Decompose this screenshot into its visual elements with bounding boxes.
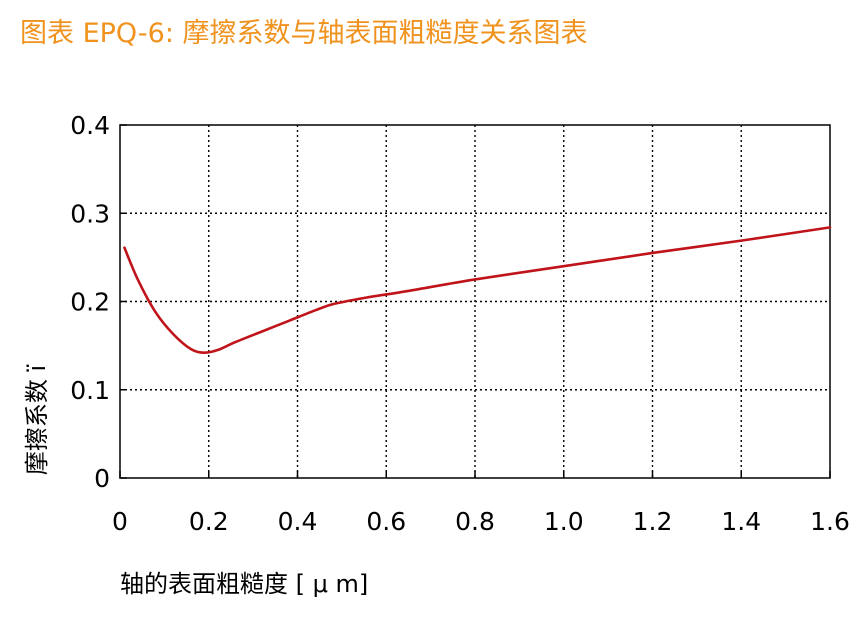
x-tick-label-6: 1.2 bbox=[633, 507, 673, 536]
x-tick-label-2: 0.4 bbox=[278, 507, 318, 536]
x-tick-labels: 0 0.2 0.4 0.6 0.8 1.0 1.2 1.4 1.6 bbox=[112, 507, 850, 536]
y-tick-label-2: 0.2 bbox=[70, 288, 110, 317]
ticks bbox=[119, 124, 831, 479]
series-line-0 bbox=[123, 226, 832, 354]
x-tick-label-5: 1.0 bbox=[544, 507, 584, 536]
x-tick-label-3: 0.6 bbox=[366, 507, 406, 536]
y-tick-label-4: 0.4 bbox=[70, 111, 110, 140]
grid-lines bbox=[120, 125, 830, 478]
y-tick-label-3: 0.3 bbox=[70, 199, 110, 228]
x-tick-label-0: 0 bbox=[112, 507, 128, 536]
x-tick-label-1: 0.2 bbox=[189, 507, 229, 536]
y-tick-labels: 0 0.1 0.2 0.3 0.4 bbox=[70, 111, 110, 493]
y-tick-label-0: 0 bbox=[94, 464, 110, 493]
data-series bbox=[123, 226, 832, 354]
x-tick-label-8: 1.6 bbox=[810, 507, 850, 536]
y-axis-label: 摩擦系数 ï bbox=[23, 365, 51, 476]
figure-title: 图表 EPQ-6: 摩擦系数与轴表面粗糙度关系图表 bbox=[20, 18, 588, 49]
y-tick-label-1: 0.1 bbox=[70, 376, 110, 405]
x-tick-label-4: 0.8 bbox=[455, 507, 495, 536]
x-axis-label: 轴的表面粗糙度 [ μ m] bbox=[120, 570, 368, 598]
x-tick-label-7: 1.4 bbox=[721, 507, 761, 536]
